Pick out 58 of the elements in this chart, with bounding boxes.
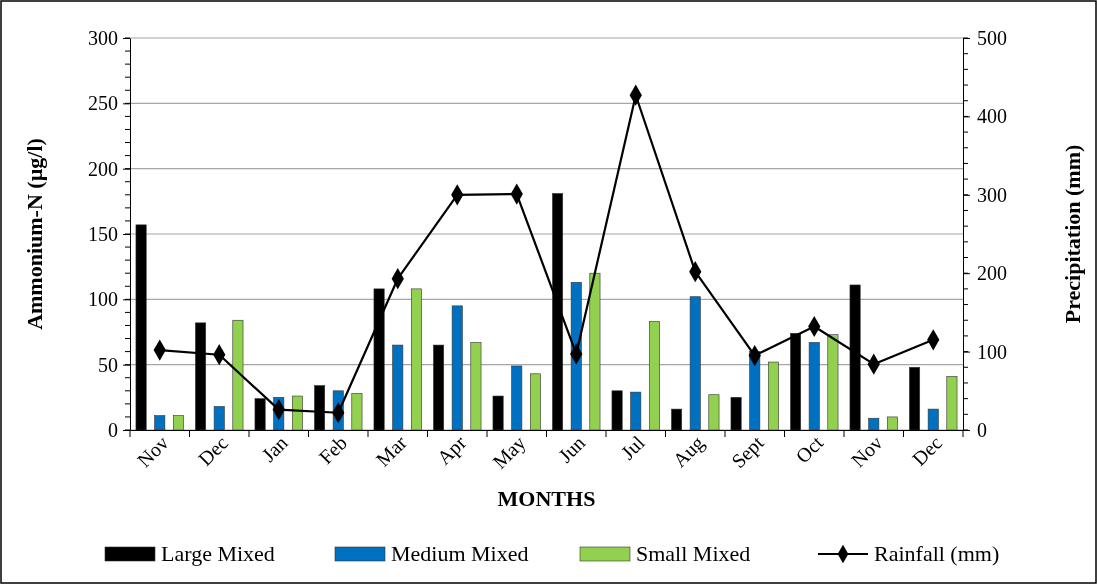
bar (291, 395, 303, 431)
bar (529, 373, 541, 431)
y2-tick-label: 300 (977, 183, 1007, 206)
bar (767, 361, 779, 431)
x-axis-title: MONTHS (497, 486, 596, 511)
bar (392, 344, 404, 431)
x-tick-label: Feb (314, 431, 352, 469)
bar (451, 305, 463, 431)
x-tick-label: May (488, 431, 531, 474)
y2-tick-label: 400 (977, 105, 1007, 128)
x-tick-label: Dec (193, 431, 233, 470)
bar (708, 394, 720, 431)
legend-label: Medium Mixed (391, 541, 529, 566)
bar (154, 415, 166, 431)
x-tick-label: Jul (616, 431, 650, 464)
bar (648, 321, 660, 431)
x-tick-label: Nov (132, 431, 173, 472)
bar (630, 391, 642, 431)
y2-tick-label: 500 (977, 26, 1007, 49)
x-tick-label: Aug (668, 431, 709, 473)
y-axis-title: Ammonium-N (µg/l) (22, 138, 47, 330)
bar (827, 334, 839, 431)
bar (351, 393, 363, 431)
legend-label: Rainfall (mm) (874, 541, 1000, 566)
bar (589, 272, 601, 431)
bar (172, 415, 184, 431)
x-tick-label: Dec (907, 431, 947, 470)
x-tick-label: Mar (371, 431, 411, 471)
bar (946, 376, 958, 431)
y2-tick-label: 200 (977, 262, 1007, 285)
bar (808, 342, 820, 431)
x-tick-label: Jan (257, 431, 292, 466)
bar (410, 288, 422, 431)
x-tick-label: Sept (727, 431, 769, 473)
y-tick-label: 50 (98, 353, 118, 376)
y-tick-label: 300 (88, 26, 118, 49)
x-tick-label: Nov (846, 431, 887, 472)
y-tick-label: 0 (108, 418, 118, 441)
x-tick-label: Jun (553, 431, 590, 467)
bar (886, 416, 898, 431)
bar (927, 408, 939, 431)
bar (213, 406, 225, 431)
bar (232, 319, 244, 431)
legend-label: Large Mixed (161, 541, 275, 566)
bar (689, 296, 701, 431)
bar (470, 342, 482, 431)
bar (511, 365, 523, 431)
y-tick-label: 250 (88, 92, 118, 115)
y-tick-label: 100 (88, 288, 118, 311)
y2-tick-label: 100 (977, 340, 1007, 363)
y-tick-label: 150 (88, 222, 118, 245)
bar (868, 417, 880, 431)
x-tick-label: Oct (791, 431, 828, 468)
y2-tick-label: 0 (977, 418, 987, 441)
legend-label: Small Mixed (636, 541, 751, 566)
y-tick-label: 200 (88, 157, 118, 180)
x-tick-label: Apr (432, 431, 472, 470)
y2-axis-title: Precipitation (mm) (1060, 144, 1085, 324)
